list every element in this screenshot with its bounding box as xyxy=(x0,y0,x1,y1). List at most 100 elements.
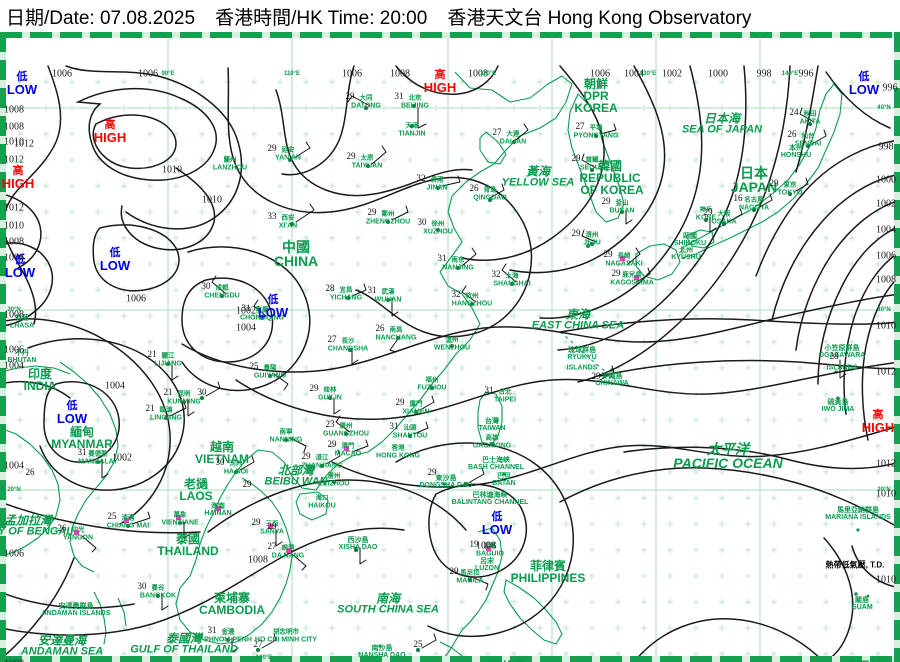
system-label-en: LOW xyxy=(99,258,131,273)
country-label-shikoku: 四國 SHIKOKU xyxy=(674,233,706,247)
city-label-mandalay: 曼德勒 MANDALAY xyxy=(78,451,117,465)
station-temperature: 31 xyxy=(394,91,404,101)
station-temperature: 28 xyxy=(325,283,335,293)
station-temperature: 26 xyxy=(57,523,67,533)
isobar-value-label: 1004 xyxy=(876,224,896,236)
label-cn: 碧瑤 xyxy=(483,542,497,550)
system-label-en: LOW xyxy=(56,411,88,426)
station-temperature: 31 xyxy=(484,385,494,395)
isobar-value-label: 1008 xyxy=(4,104,24,116)
label-cn: 不丹 xyxy=(14,350,29,357)
label-en: HO CHI MINH CITY xyxy=(254,635,318,643)
system-label-cn: 低 xyxy=(66,400,78,412)
graticule-coordinate-label: 20°N xyxy=(7,487,21,493)
label-en: TOKYO xyxy=(777,188,803,196)
graticule-coordinate-label: 140°E xyxy=(781,71,799,77)
label-en: OKINAWA xyxy=(595,380,629,387)
label-en: CHANGSHA xyxy=(327,344,369,352)
label-cn: 泰國 xyxy=(175,532,201,546)
graticule-coordinate-label: 10°N xyxy=(877,657,891,662)
station-temperature: 30 xyxy=(201,281,211,291)
isobar-value-label: 1000 xyxy=(708,68,728,80)
label-en: MACAO xyxy=(334,449,362,457)
station-temperature: 23 xyxy=(325,419,335,429)
city-label-nagoya: 名古屋 NAGOYA xyxy=(739,197,769,211)
country-label-honshu: 本州 HONSHU xyxy=(781,145,811,159)
label-en: HONG KONG xyxy=(376,451,420,459)
isobar-value-label: 1010 xyxy=(876,574,896,586)
country-label-kyushu: 九州 KYUSHU xyxy=(671,247,701,261)
label-en: MANILA xyxy=(456,576,484,584)
label-en: AKITA xyxy=(799,117,821,125)
label-en: PYONGYANG xyxy=(573,131,619,139)
city-label-baguio: 碧瑤 BAGUIO xyxy=(476,543,504,557)
label-en: LAOS xyxy=(179,489,213,503)
city-label-lhasa: 拉薩 LHASA xyxy=(10,315,34,329)
system-label-en: HIGH xyxy=(861,420,895,435)
city-label-lanzhou: 蘭州 LANZHOU xyxy=(213,157,247,171)
city-label-nanchang: 南昌 NANCHANG xyxy=(376,327,417,341)
label-en: LIJIANG xyxy=(154,359,182,367)
label-en: ISLANDS xyxy=(566,364,598,372)
label-en: GUANGZHOU xyxy=(323,429,369,437)
label-cn: 麗江 xyxy=(161,352,175,360)
sea-label-south-china-sea: 南海 SOUTH CHINA SEA xyxy=(337,593,439,616)
station-temperature: 29 xyxy=(242,479,252,489)
label-cn: 太平洋 xyxy=(706,441,749,457)
label-en: GAOXIONG xyxy=(472,441,512,449)
label-cn: 印度 xyxy=(27,367,53,381)
station-temperature: 27 xyxy=(267,541,277,551)
sea-label-batan: 巴旦 BATAN xyxy=(492,473,515,487)
label-en: TAIWAN xyxy=(478,425,506,432)
station-temperature: 31 xyxy=(207,625,217,635)
label-cn: 日本 xyxy=(739,165,768,181)
station-temperature: 29 xyxy=(345,91,355,101)
label-en: ZHANJIANG xyxy=(301,461,343,469)
label-en: GUAM xyxy=(851,604,873,611)
isobar-value-label: 1010 xyxy=(876,320,896,332)
city-label-hong-kong: 香港 HONG KONG xyxy=(376,445,420,459)
city-label-ho-chi-minh-city: 胡志明市 HO CHI MINH CITY xyxy=(255,629,317,643)
label-cn: 北部灣 xyxy=(277,463,315,478)
isobar-value-label: 1006 xyxy=(342,68,362,80)
isobar-value-label: 1006 xyxy=(138,68,158,80)
label-en: TIANJIN xyxy=(398,129,426,137)
label-cn: 緬甸 xyxy=(69,425,94,439)
system-label-en: HIGH xyxy=(1,176,35,191)
label-cn: 桂林 xyxy=(323,386,337,394)
label-cn: 雷州 xyxy=(327,472,341,480)
country-label-dpr: 朝鮮 DPR xyxy=(583,78,608,102)
isobar-value-label: 1008 xyxy=(4,121,24,133)
sea-label-gulf-of-thailand: 泰國灣 GULF OF THAILAND xyxy=(130,633,238,656)
label-en: BAY OF BENGAL xyxy=(0,525,74,538)
label-cn: 台灣 xyxy=(485,418,499,425)
weather-map-canvas xyxy=(0,38,900,662)
label-en: NANNING xyxy=(269,435,303,443)
city-label-akita: 秋田 AKITA xyxy=(800,111,821,125)
label-en: INDIA xyxy=(23,379,57,393)
isobar-value-label: 1006 xyxy=(4,344,24,356)
label-cn: 孟加拉灣 xyxy=(3,513,53,528)
low-pressure-marker: 低 LOW xyxy=(849,71,879,97)
graticule-coordinate-label: 30°N xyxy=(877,307,891,313)
country-label-india: 印度 INDIA xyxy=(24,368,57,392)
label-en: NANSHA DAO xyxy=(358,652,406,659)
label-cn: 金邊 xyxy=(221,628,235,636)
sea-label-bash-channel: 巴士海峽 BASH CHANNEL xyxy=(468,457,524,471)
label-cn: 杭州 xyxy=(465,292,479,300)
low-pressure-marker: 低 LOW xyxy=(258,295,288,320)
city-label-fuzhou: 福州 FUZHOU xyxy=(417,377,446,391)
label-cn: 東沙島 xyxy=(435,475,457,482)
isobar-value-label: 1006 xyxy=(4,548,24,560)
label-cn: 韓國 xyxy=(597,159,622,173)
system-label-cn: 低 xyxy=(858,71,870,83)
label-en: DA NANG xyxy=(271,551,305,559)
station-temperature: 30 xyxy=(215,457,225,467)
label-cn: 柬埔寨 xyxy=(213,591,250,605)
label-cn: 馬尼拉 xyxy=(460,569,480,577)
city-label-yangon: 仰光 YANGON xyxy=(63,527,93,541)
station-temperature: 26 xyxy=(25,467,35,477)
label-cn: 三亞 xyxy=(265,520,279,528)
header-time: 香港時間/HK Time: 20:00 xyxy=(215,7,428,29)
label-en: YAN'AN xyxy=(275,153,301,161)
